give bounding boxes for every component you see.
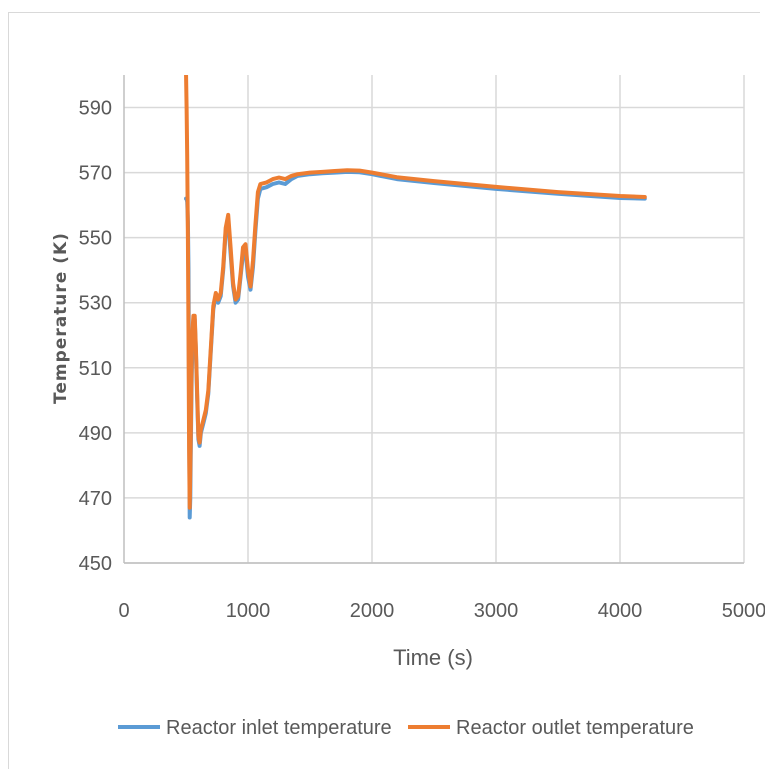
y-tick-label: 510 [79,358,112,380]
x-tick-label: 1000 [226,600,271,622]
legend-label-inlet: Reactor inlet temperature [166,717,392,739]
series-line-outlet [184,75,647,510]
chart-frame [8,12,760,769]
axes [123,75,744,564]
x-tick-label: 5000 [722,600,765,622]
x-tick-label: 4000 [598,600,643,622]
y-tick-label: 450 [79,553,112,575]
y-tick-labels: 450 470 490 510 530 550 570 590 [79,98,112,575]
x-tick-label: 0 [118,600,129,622]
x-tick-label: 3000 [474,600,519,622]
x-tick-label: 2000 [350,600,395,622]
legend: Reactor inlet temperature Reactor outlet… [118,717,694,739]
y-tick-label: 470 [79,488,112,510]
y-tick-label: 570 [79,163,112,185]
y-tick-label: 530 [79,293,112,315]
x-tick-labels: 0 1000 2000 3000 4000 5000 [118,600,765,622]
series-lines [184,75,647,520]
gridlines [124,75,745,564]
y-tick-label: 550 [79,228,112,250]
y-axis-label: Temperature (K) [51,232,71,404]
legend-label-outlet: Reactor outlet temperature [456,717,694,739]
x-axis-label: Time (s) [393,645,473,670]
y-tick-label: 590 [79,98,112,120]
y-tick-label: 490 [79,423,112,445]
